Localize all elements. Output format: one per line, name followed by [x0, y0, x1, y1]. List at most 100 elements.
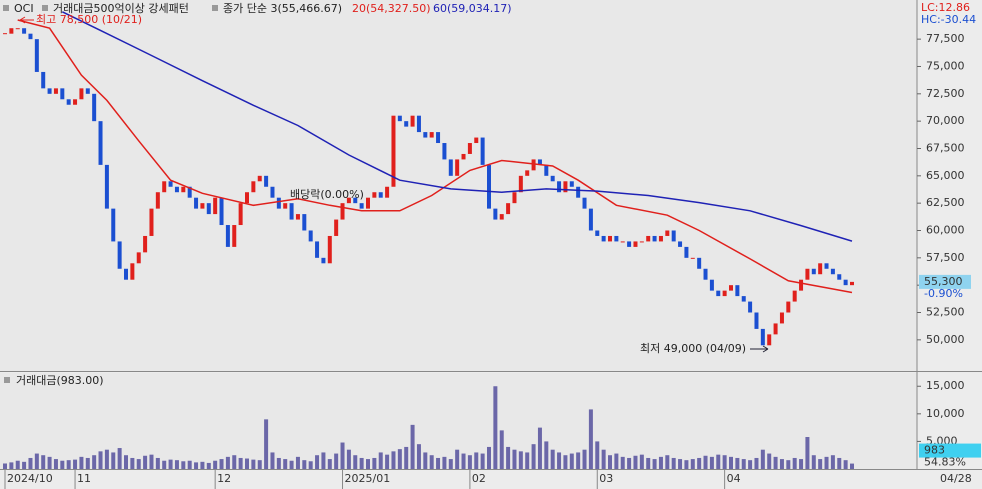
candle [257, 175, 262, 182]
volume-bar [136, 459, 141, 469]
volume-bar [124, 455, 128, 469]
candle [124, 268, 128, 280]
candle [830, 268, 835, 275]
volume-bar [811, 455, 816, 469]
candle [741, 296, 746, 302]
candle [295, 214, 300, 220]
annotation-dividend: 배당락(0.00%) [290, 188, 364, 201]
volume-bar [194, 462, 199, 469]
candle [525, 170, 530, 176]
candle [506, 203, 511, 215]
volume-bar [525, 452, 530, 469]
volume-bar [429, 455, 434, 469]
volume-bar [34, 453, 39, 469]
volume-bar [149, 454, 154, 469]
volume-bar [340, 442, 345, 469]
candle [53, 88, 58, 94]
volume-bar [512, 449, 517, 469]
volume-bar [264, 419, 269, 469]
candle [850, 281, 854, 286]
x-tick-label: 2025/01 [345, 472, 391, 485]
y-tick-label: 10,000 [926, 407, 965, 420]
volume-bar [225, 456, 230, 469]
candle [557, 181, 562, 193]
volume-bar [633, 455, 638, 469]
candle [98, 121, 103, 165]
volume-bar [60, 460, 65, 469]
volume-title: 거래대금(983.00) [16, 374, 104, 387]
volume-bar [79, 456, 84, 469]
annotation-arrow [19, 16, 34, 24]
volume-bar [824, 456, 829, 469]
x-tick-label: 11 [77, 472, 91, 485]
volume-bar [754, 457, 759, 469]
volume-bar [22, 461, 27, 469]
last-volume-box [919, 443, 981, 458]
volume-bar [493, 386, 498, 469]
volume-bar [550, 449, 555, 469]
candle [487, 164, 491, 209]
candle [550, 175, 555, 182]
candle [315, 241, 320, 258]
candle [633, 241, 638, 247]
legend-icon [4, 377, 10, 383]
candle [735, 285, 740, 297]
volume-bar [168, 459, 173, 469]
y-tick-label: 70,000 [926, 114, 965, 127]
legend-icon [212, 5, 218, 11]
volume-bar [257, 460, 262, 469]
annotation-low: 최저 49,000 (04/09) [640, 342, 746, 355]
volume-bar [130, 457, 135, 469]
volume-bar [582, 449, 587, 469]
volume-bar [92, 455, 97, 469]
volume-bar [187, 460, 192, 469]
volume-bar [104, 449, 109, 469]
volume-bar [588, 409, 593, 469]
candle [79, 88, 84, 100]
candle [181, 186, 186, 193]
x-tick-label: 03 [599, 472, 613, 485]
volume-bar [283, 459, 288, 469]
candle [372, 192, 377, 198]
volume-bar [703, 455, 708, 469]
candle [308, 230, 313, 242]
volume-bar [232, 455, 237, 469]
volume-bar [117, 448, 122, 469]
candle [722, 290, 727, 297]
candle [671, 230, 676, 242]
legend-icon [42, 5, 48, 11]
candle [41, 71, 46, 89]
candle [366, 197, 370, 209]
volume-bar [200, 461, 205, 469]
volume-bar [665, 455, 670, 469]
volume-bar [28, 457, 33, 469]
volume-bar [391, 451, 396, 469]
volume-bar [729, 456, 733, 469]
candle [238, 203, 243, 226]
volume-bar [416, 444, 421, 469]
candle [327, 235, 332, 264]
volume-bar [219, 459, 224, 469]
volume-bar [544, 441, 549, 469]
volume-bar [213, 460, 218, 469]
candle [264, 175, 269, 187]
candle [200, 203, 205, 209]
candle [302, 214, 307, 231]
candle [690, 257, 695, 259]
candle [805, 268, 810, 280]
candle [658, 235, 663, 242]
volume-bar [690, 459, 695, 469]
candle [474, 137, 479, 144]
legend-ma3: 종가 단순 3(55,466.67) [223, 2, 342, 15]
volume-bar [9, 462, 14, 469]
annotation-high: 최고 78,500 (10/21) [36, 13, 142, 26]
candle [168, 181, 173, 187]
y-tick-label: 50,000 [926, 333, 965, 346]
volume-bar [143, 455, 148, 469]
y-tick-label: 72,500 [926, 87, 965, 100]
volume-bar [410, 424, 415, 469]
candle [608, 235, 612, 242]
volume-bar [487, 446, 491, 469]
candle [15, 28, 20, 30]
volume-bar [461, 453, 466, 469]
